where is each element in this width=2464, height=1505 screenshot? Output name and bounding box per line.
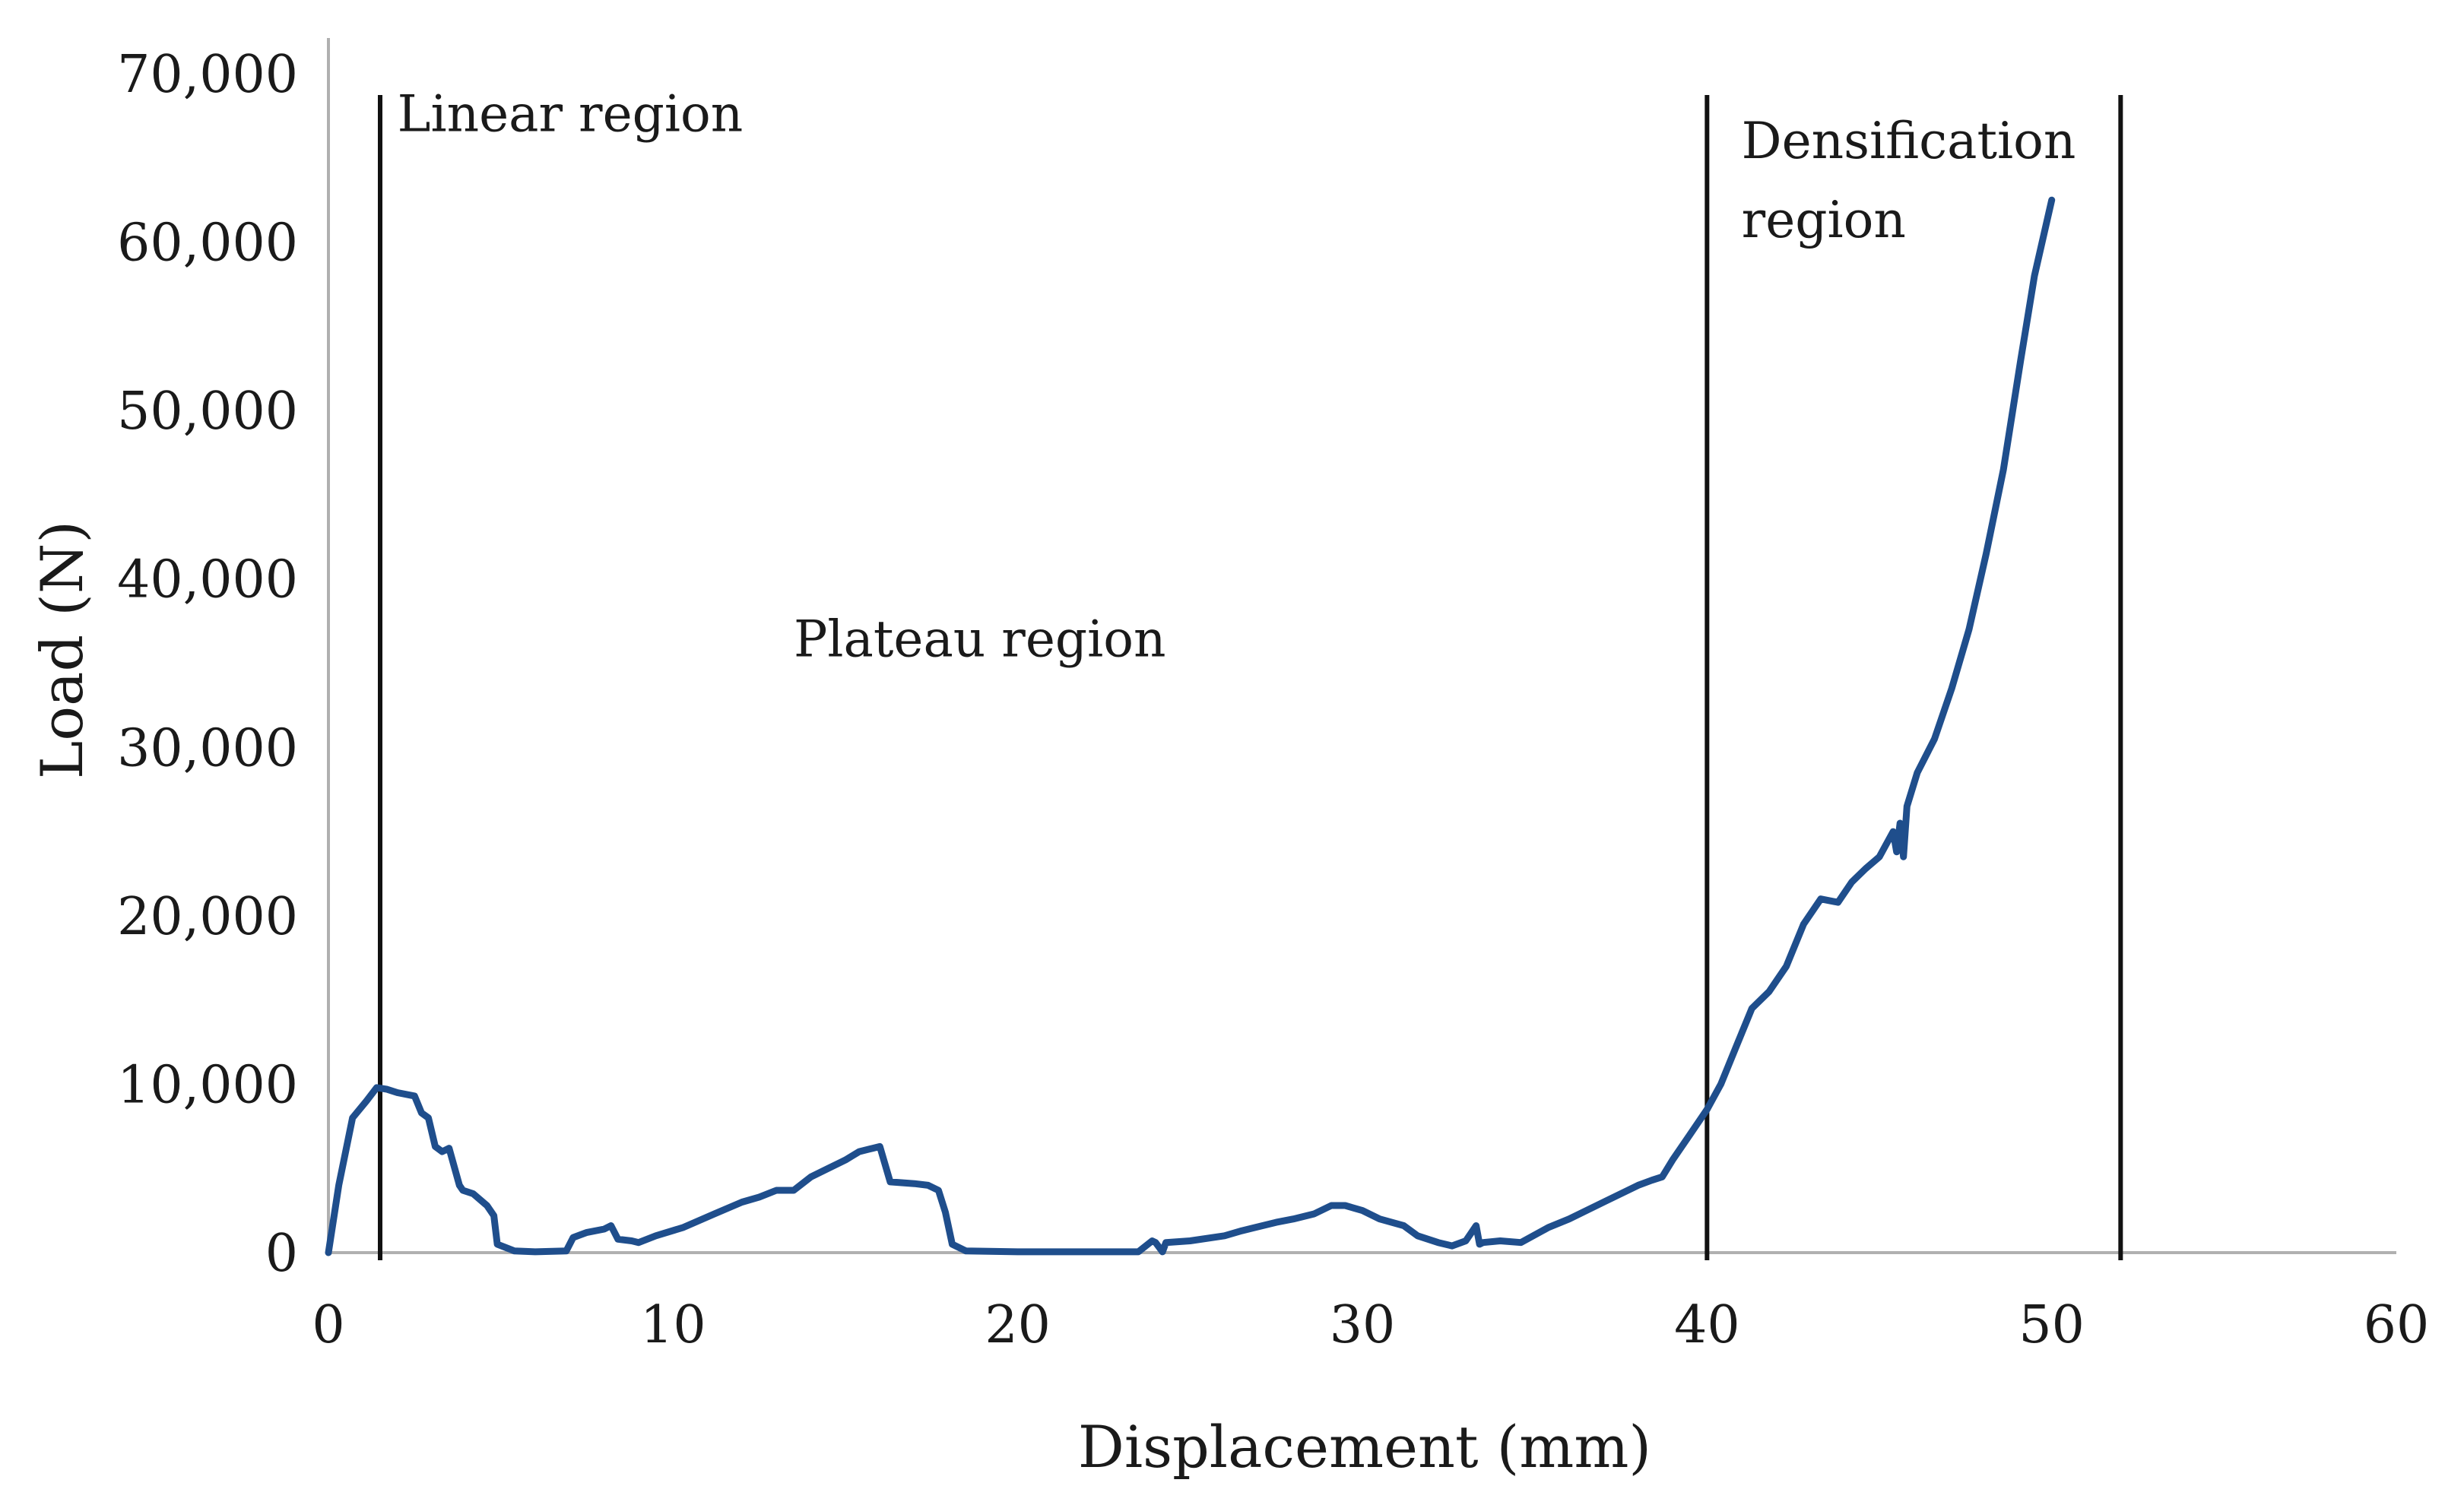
x-tick-label: 50 <box>2018 1295 2085 1355</box>
region-annotation: Linear region <box>398 84 744 143</box>
x-axis: 0 10 20 30 40 50 60 <box>312 1251 2430 1355</box>
x-tick-label: 30 <box>1330 1295 1396 1355</box>
y-tick-label: 50,000 <box>117 382 298 442</box>
x-tick-label: 20 <box>985 1295 1051 1355</box>
region-annotation: Plateau region <box>794 610 1166 669</box>
region-annotation: region <box>1742 191 1906 249</box>
series-group <box>325 196 2056 1256</box>
x-axis-title: Displacement (mm) <box>1078 1413 1651 1481</box>
x-tick-label: 40 <box>1674 1295 1740 1355</box>
y-tick-label: 60,000 <box>117 214 298 274</box>
region-annotation: Densification <box>1742 112 2076 170</box>
y-tick-label: 40,000 <box>117 550 298 610</box>
region-divider-lines <box>378 95 2123 1260</box>
y-tick-label: 0 <box>265 1224 298 1284</box>
x-tick-label: 0 <box>312 1295 344 1355</box>
series-line-load <box>325 196 2056 1256</box>
y-tick-label: 20,000 <box>117 887 298 947</box>
y-axis: 0 10,000 20,000 30,000 40,000 50,000 60,000 70,… <box>117 38 330 1284</box>
y-tick-label: 10,000 <box>117 1055 298 1115</box>
y-tick-label: 70,000 <box>117 45 298 105</box>
x-tick-label: 60 <box>2364 1295 2430 1355</box>
y-tick-label: 30,000 <box>117 718 298 778</box>
x-tick-label: 10 <box>640 1295 706 1355</box>
y-axis-title: Load (N) <box>28 521 96 779</box>
annotations: Linear region Plateau region Densification… <box>398 84 2076 668</box>
